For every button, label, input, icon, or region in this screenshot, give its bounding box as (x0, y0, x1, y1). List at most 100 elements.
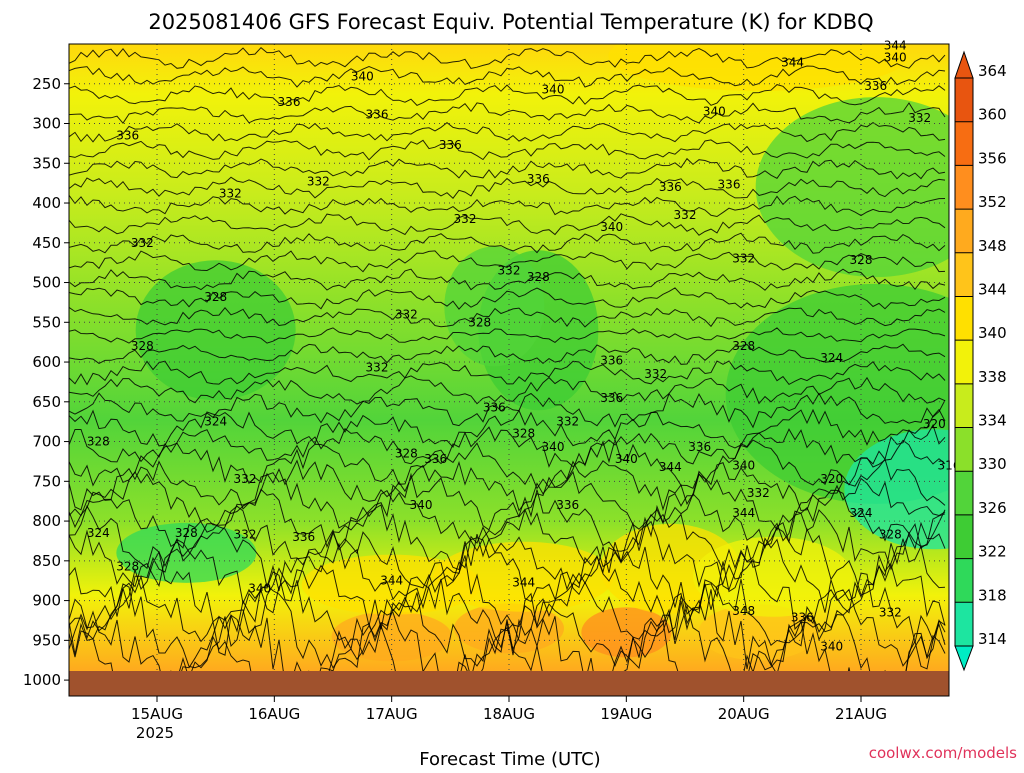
x-tick-label: 19AUG (600, 705, 652, 723)
contour-line (69, 375, 946, 405)
contour-label: 344 (884, 39, 907, 53)
contour-label: 332 (454, 212, 477, 226)
contour-line (69, 176, 946, 199)
contour-label: 328 (116, 559, 139, 573)
contour-lines (69, 47, 946, 671)
x-tick-label: 17AUG (366, 705, 418, 723)
field-region (135, 260, 296, 401)
colorbar-segment (955, 602, 973, 646)
colorbar-bottom-cap (954, 645, 974, 672)
contour-line (69, 327, 946, 344)
y-tick-label: 550 (32, 313, 61, 331)
colorbar-segment (955, 121, 973, 166)
colorbar-segment (955, 165, 973, 210)
credit-text: coolwx.com/models (869, 744, 1017, 762)
contour-label: 336 (659, 180, 682, 194)
contour-label: 340 (703, 105, 726, 119)
contour-line (69, 408, 946, 449)
x-tick-label: 20AUG (718, 705, 770, 723)
y-tick-label: 900 (32, 592, 61, 610)
colorbar-label: 340 (978, 324, 1007, 342)
contour-line (69, 343, 946, 365)
colorbar-label: 364 (978, 62, 1007, 80)
colorbar-label: 348 (978, 237, 1007, 255)
contour-label: 340 (820, 640, 843, 654)
y-tick-label: 850 (32, 552, 61, 570)
contour-label: 344 (380, 574, 403, 588)
contour-label: 332 (498, 264, 521, 278)
contour-label: 332 (674, 208, 697, 222)
contour-line (69, 423, 946, 468)
contour-label: 332 (219, 187, 242, 201)
y-tick-label: 1000 (23, 671, 61, 689)
colorbar-segment (955, 514, 973, 559)
contour-line (69, 232, 946, 254)
field-regions (116, 44, 949, 662)
contour-line (69, 437, 946, 490)
colorbar-label: 322 (978, 543, 1007, 561)
contour-line (69, 504, 946, 572)
contour-label: 340 (248, 582, 271, 596)
contour-label: 328 (512, 427, 535, 441)
chart-title: 2025081406 GFS Forecast Equiv. Potential… (148, 10, 873, 34)
field-region (698, 604, 819, 661)
contour-line (69, 360, 946, 386)
contour-line (69, 537, 946, 617)
contour-line (69, 102, 946, 125)
contour-line (69, 268, 946, 291)
colorbar-label: 330 (978, 455, 1007, 473)
y-axis: 250 300 350 400 450 500 550 600 650 700 750 800 850 9… (23, 75, 69, 689)
contour-label: 328 (879, 528, 902, 542)
contour-label: 336 (278, 95, 301, 109)
ground-surface (69, 671, 949, 696)
colorbar-segment (955, 471, 973, 515)
contour-label: 328 (468, 315, 491, 329)
contour-label: 332 (879, 606, 902, 620)
colorbar-segment (955, 427, 973, 472)
contour-label: 328 (204, 290, 227, 304)
y-tick-label: 650 (32, 393, 61, 411)
field-region (755, 97, 949, 278)
contour-label: 344 (781, 55, 804, 69)
contour-label: 332 (908, 111, 931, 125)
colorbar-segment (955, 252, 973, 297)
contour-line (69, 520, 946, 596)
contour-label: 328 (87, 435, 110, 449)
y-tick-label: 600 (32, 353, 61, 371)
contour-label: 340 (884, 51, 907, 65)
contour-label: 340 (600, 220, 623, 234)
contour-label: 332 (366, 361, 389, 375)
colorbar-label: 356 (978, 149, 1007, 167)
field-region (608, 44, 909, 91)
x-tick-label: 16AUG (248, 705, 300, 723)
contour-line (69, 47, 946, 69)
field-region (433, 541, 614, 612)
contour-label: 336 (600, 391, 623, 405)
contour-label: 336 (439, 138, 462, 152)
contour-label: 324 (850, 506, 873, 520)
contour-label: 344 (512, 575, 535, 589)
x-tick-label: 18AUG (483, 705, 535, 723)
y-tick-label: 700 (32, 433, 61, 451)
contour-label: 336 (600, 353, 623, 367)
field-region (331, 611, 452, 662)
contour-line (69, 213, 946, 236)
contour-label: 340 (542, 440, 565, 454)
colorbar-label: 360 (978, 106, 1007, 124)
contour-label: 336 (483, 400, 506, 414)
contour-label: 336 (791, 610, 814, 624)
contour-label: 336 (366, 108, 389, 122)
colorbar-label: 326 (978, 499, 1007, 517)
contour-label: 336 (718, 178, 741, 192)
contour-label: 340 (615, 452, 638, 466)
y-tick-label: 400 (32, 194, 61, 212)
contour-label: 344 (659, 460, 682, 474)
colorbar-label: 318 (978, 586, 1007, 604)
contour-label: 332 (556, 415, 579, 429)
contour-label: 336 (556, 498, 579, 512)
contour-line (69, 571, 946, 656)
contour-label: 336 (527, 172, 550, 186)
colorbar-label: 338 (978, 368, 1007, 386)
contour-label: 336 (116, 128, 139, 142)
